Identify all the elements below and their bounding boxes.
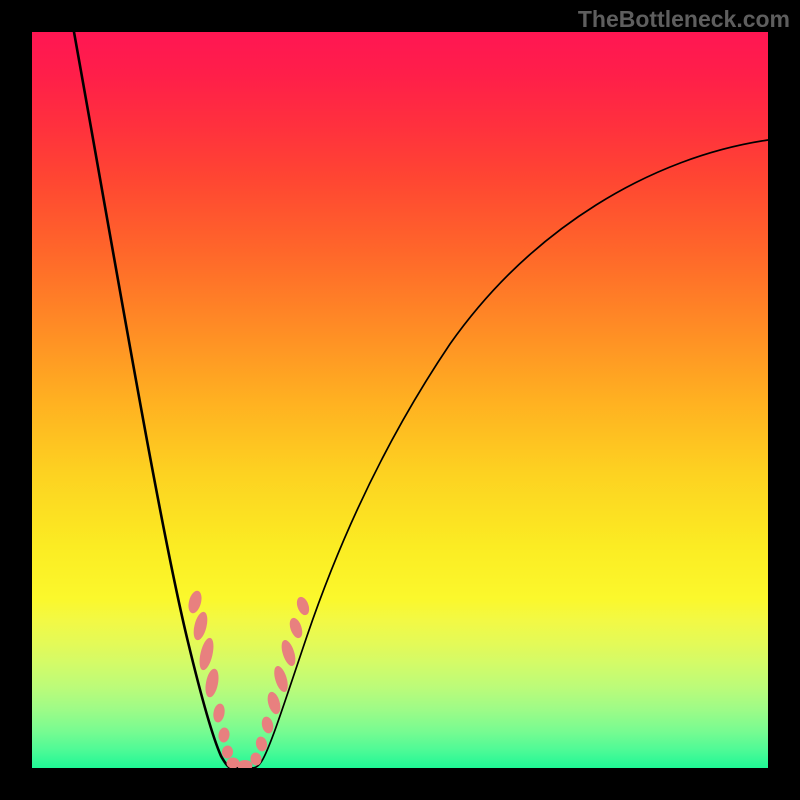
curve-marker [187, 590, 203, 614]
chart-frame: TheBottleneck.com [0, 0, 800, 800]
curve-group [74, 32, 768, 768]
curve-marker [288, 617, 304, 639]
curve-marker [222, 746, 233, 759]
curve-marker [238, 761, 252, 769]
curve-marker [213, 703, 226, 722]
curve-marker [261, 716, 275, 734]
curve-marker [218, 727, 230, 742]
curve-marker [255, 736, 268, 752]
curve-marker [227, 758, 239, 768]
curve-marker [280, 639, 298, 667]
curve-marker [192, 611, 209, 641]
curve-marker [266, 691, 282, 715]
curve-marker [198, 637, 216, 671]
plot-area [32, 32, 768, 768]
curve-marker [204, 668, 220, 698]
curve-layer [32, 32, 768, 768]
watermark-label: TheBottleneck.com [578, 6, 790, 33]
curve-marker [272, 665, 290, 693]
curve-marker [295, 596, 311, 616]
